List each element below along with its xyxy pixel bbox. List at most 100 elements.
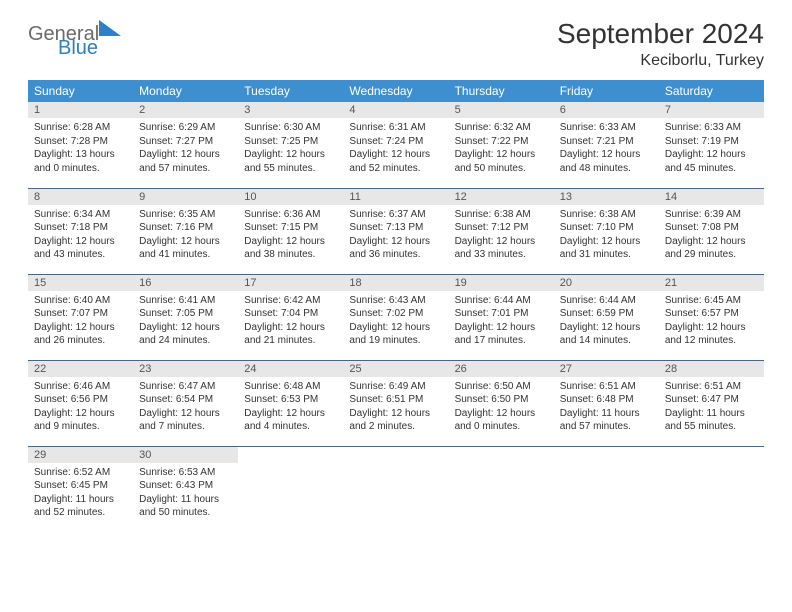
day-number: 15 xyxy=(28,275,133,291)
day-details: Sunrise: 6:53 AMSunset: 6:43 PMDaylight:… xyxy=(133,463,238,524)
day-details: Sunrise: 6:51 AMSunset: 6:48 PMDaylight:… xyxy=(554,377,659,438)
daylight-text: Daylight: 11 hours and 52 minutes. xyxy=(34,493,127,520)
daylight-text: Daylight: 12 hours and 17 minutes. xyxy=(455,321,548,348)
day-number: 21 xyxy=(659,275,764,291)
sail-icon xyxy=(99,20,121,36)
day-details: Sunrise: 6:28 AMSunset: 7:28 PMDaylight:… xyxy=(28,118,133,179)
calendar-day-cell: 6Sunrise: 6:33 AMSunset: 7:21 PMDaylight… xyxy=(554,102,659,188)
day-number: 24 xyxy=(238,361,343,377)
calendar-day-cell: 28Sunrise: 6:51 AMSunset: 6:47 PMDayligh… xyxy=(659,360,764,446)
sunrise-text: Sunrise: 6:53 AM xyxy=(139,466,232,480)
daylight-text: Daylight: 12 hours and 29 minutes. xyxy=(665,235,758,262)
day-number: 7 xyxy=(659,102,764,118)
calendar-head: SundayMondayTuesdayWednesdayThursdayFrid… xyxy=(28,80,764,102)
sunset-text: Sunset: 7:08 PM xyxy=(665,221,758,235)
day-details: Sunrise: 6:34 AMSunset: 7:18 PMDaylight:… xyxy=(28,205,133,266)
sunrise-text: Sunrise: 6:51 AM xyxy=(665,380,758,394)
calendar-day-cell xyxy=(449,446,554,532)
daylight-text: Daylight: 12 hours and 12 minutes. xyxy=(665,321,758,348)
sunrise-text: Sunrise: 6:28 AM xyxy=(34,121,127,135)
daylight-text: Daylight: 12 hours and 45 minutes. xyxy=(665,148,758,175)
day-number: 19 xyxy=(449,275,554,291)
daylight-text: Daylight: 11 hours and 50 minutes. xyxy=(139,493,232,520)
sunrise-text: Sunrise: 6:44 AM xyxy=(560,294,653,308)
calendar-day-cell: 29Sunrise: 6:52 AMSunset: 6:45 PMDayligh… xyxy=(28,446,133,532)
day-details: Sunrise: 6:49 AMSunset: 6:51 PMDaylight:… xyxy=(343,377,448,438)
daylight-text: Daylight: 12 hours and 7 minutes. xyxy=(139,407,232,434)
weekday-header: Monday xyxy=(133,80,238,102)
sunrise-text: Sunrise: 6:34 AM xyxy=(34,208,127,222)
calendar-day-cell: 15Sunrise: 6:40 AMSunset: 7:07 PMDayligh… xyxy=(28,274,133,360)
sunrise-text: Sunrise: 6:42 AM xyxy=(244,294,337,308)
daylight-text: Daylight: 12 hours and 24 minutes. xyxy=(139,321,232,348)
daylight-text: Daylight: 12 hours and 4 minutes. xyxy=(244,407,337,434)
month-title: September 2024 xyxy=(557,18,764,50)
sunset-text: Sunset: 6:50 PM xyxy=(455,393,548,407)
day-details: Sunrise: 6:38 AMSunset: 7:12 PMDaylight:… xyxy=(449,205,554,266)
calendar-day-cell xyxy=(554,446,659,532)
day-details: Sunrise: 6:31 AMSunset: 7:24 PMDaylight:… xyxy=(343,118,448,179)
calendar-week-row: 1Sunrise: 6:28 AMSunset: 7:28 PMDaylight… xyxy=(28,102,764,188)
calendar-day-cell: 9Sunrise: 6:35 AMSunset: 7:16 PMDaylight… xyxy=(133,188,238,274)
brand-text: General Blue xyxy=(28,24,121,58)
sunrise-text: Sunrise: 6:43 AM xyxy=(349,294,442,308)
day-details: Sunrise: 6:47 AMSunset: 6:54 PMDaylight:… xyxy=(133,377,238,438)
day-details: Sunrise: 6:50 AMSunset: 6:50 PMDaylight:… xyxy=(449,377,554,438)
day-details: Sunrise: 6:37 AMSunset: 7:13 PMDaylight:… xyxy=(343,205,448,266)
day-number: 29 xyxy=(28,447,133,463)
calendar-day-cell: 17Sunrise: 6:42 AMSunset: 7:04 PMDayligh… xyxy=(238,274,343,360)
daylight-text: Daylight: 11 hours and 55 minutes. xyxy=(665,407,758,434)
sunset-text: Sunset: 6:48 PM xyxy=(560,393,653,407)
daylight-text: Daylight: 11 hours and 57 minutes. xyxy=(560,407,653,434)
weekday-header: Wednesday xyxy=(343,80,448,102)
sunrise-text: Sunrise: 6:36 AM xyxy=(244,208,337,222)
calendar-day-cell: 25Sunrise: 6:49 AMSunset: 6:51 PMDayligh… xyxy=(343,360,448,446)
sunrise-text: Sunrise: 6:41 AM xyxy=(139,294,232,308)
calendar-day-cell: 23Sunrise: 6:47 AMSunset: 6:54 PMDayligh… xyxy=(133,360,238,446)
day-details: Sunrise: 6:44 AMSunset: 7:01 PMDaylight:… xyxy=(449,291,554,352)
calendar-week-row: 15Sunrise: 6:40 AMSunset: 7:07 PMDayligh… xyxy=(28,274,764,360)
daylight-text: Daylight: 12 hours and 43 minutes. xyxy=(34,235,127,262)
calendar-day-cell xyxy=(238,446,343,532)
day-number: 26 xyxy=(449,361,554,377)
daylight-text: Daylight: 12 hours and 55 minutes. xyxy=(244,148,337,175)
calendar-day-cell: 16Sunrise: 6:41 AMSunset: 7:05 PMDayligh… xyxy=(133,274,238,360)
daylight-text: Daylight: 12 hours and 21 minutes. xyxy=(244,321,337,348)
sunset-text: Sunset: 6:56 PM xyxy=(34,393,127,407)
calendar-day-cell xyxy=(659,446,764,532)
day-number: 2 xyxy=(133,102,238,118)
sunset-text: Sunset: 7:12 PM xyxy=(455,221,548,235)
day-details: Sunrise: 6:39 AMSunset: 7:08 PMDaylight:… xyxy=(659,205,764,266)
day-number: 4 xyxy=(343,102,448,118)
calendar-day-cell: 20Sunrise: 6:44 AMSunset: 6:59 PMDayligh… xyxy=(554,274,659,360)
calendar-day-cell: 10Sunrise: 6:36 AMSunset: 7:15 PMDayligh… xyxy=(238,188,343,274)
calendar-table: SundayMondayTuesdayWednesdayThursdayFrid… xyxy=(28,80,764,532)
sunset-text: Sunset: 6:53 PM xyxy=(244,393,337,407)
day-details: Sunrise: 6:41 AMSunset: 7:05 PMDaylight:… xyxy=(133,291,238,352)
calendar-day-cell: 8Sunrise: 6:34 AMSunset: 7:18 PMDaylight… xyxy=(28,188,133,274)
calendar-day-cell: 18Sunrise: 6:43 AMSunset: 7:02 PMDayligh… xyxy=(343,274,448,360)
day-details: Sunrise: 6:44 AMSunset: 6:59 PMDaylight:… xyxy=(554,291,659,352)
sunset-text: Sunset: 7:07 PM xyxy=(34,307,127,321)
sunset-text: Sunset: 7:24 PM xyxy=(349,135,442,149)
calendar-week-row: 29Sunrise: 6:52 AMSunset: 6:45 PMDayligh… xyxy=(28,446,764,532)
sunset-text: Sunset: 6:59 PM xyxy=(560,307,653,321)
day-details: Sunrise: 6:52 AMSunset: 6:45 PMDaylight:… xyxy=(28,463,133,524)
calendar-day-cell: 22Sunrise: 6:46 AMSunset: 6:56 PMDayligh… xyxy=(28,360,133,446)
day-number: 12 xyxy=(449,189,554,205)
day-number: 27 xyxy=(554,361,659,377)
sunset-text: Sunset: 6:51 PM xyxy=(349,393,442,407)
sunset-text: Sunset: 7:04 PM xyxy=(244,307,337,321)
calendar-day-cell: 5Sunrise: 6:32 AMSunset: 7:22 PMDaylight… xyxy=(449,102,554,188)
daylight-text: Daylight: 12 hours and 14 minutes. xyxy=(560,321,653,348)
sunrise-text: Sunrise: 6:48 AM xyxy=(244,380,337,394)
sunrise-text: Sunrise: 6:38 AM xyxy=(560,208,653,222)
sunset-text: Sunset: 6:43 PM xyxy=(139,479,232,493)
weekday-header: Sunday xyxy=(28,80,133,102)
weekday-header: Friday xyxy=(554,80,659,102)
sunrise-text: Sunrise: 6:39 AM xyxy=(665,208,758,222)
sunset-text: Sunset: 7:01 PM xyxy=(455,307,548,321)
calendar-day-cell: 11Sunrise: 6:37 AMSunset: 7:13 PMDayligh… xyxy=(343,188,448,274)
sunrise-text: Sunrise: 6:31 AM xyxy=(349,121,442,135)
sunset-text: Sunset: 7:22 PM xyxy=(455,135,548,149)
